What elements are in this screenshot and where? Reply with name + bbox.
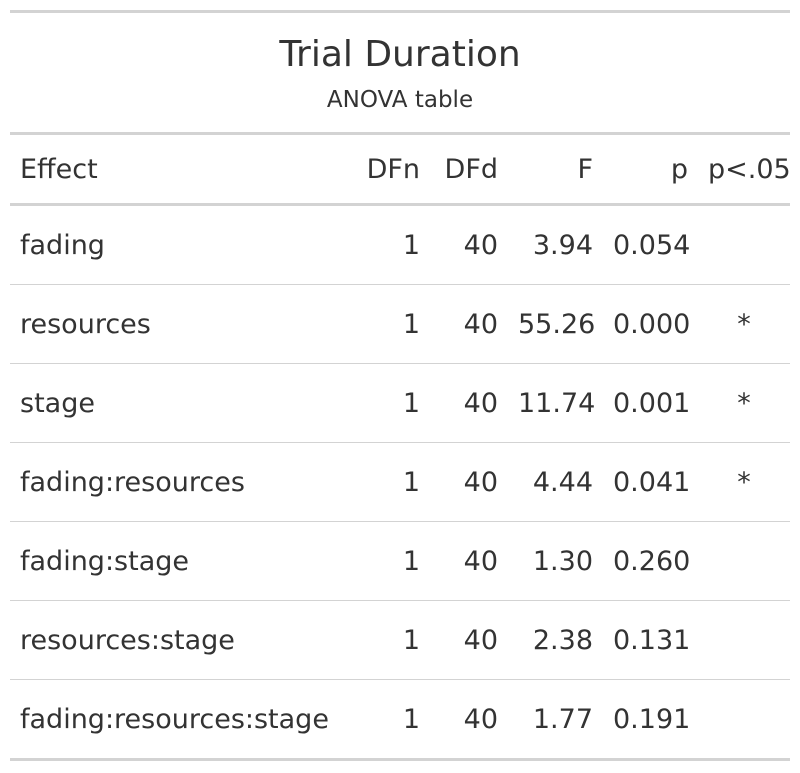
cell-f: 2.38 [508, 600, 603, 680]
table-row: resources:stage 1 40 2.38 0.131 [10, 600, 790, 680]
table-row: fading:stage 1 40 1.30 0.260 [10, 521, 790, 601]
cell-significance [698, 521, 790, 601]
cell-f: 11.74 [508, 363, 603, 443]
table-row: fading:resources 1 40 4.44 0.041 * [10, 442, 790, 522]
cell-dfd: 40 [430, 284, 508, 364]
cell-dfd: 40 [463, 703, 498, 735]
cell-effect: fading:resources [10, 442, 340, 522]
column-header-p: p [603, 133, 698, 206]
cell-f: 1.77 [532, 703, 593, 735]
table-header-row: Effect DFn DFd F p p<.05 [10, 133, 791, 206]
cell-dfd: 40 [430, 521, 508, 601]
cell-p: 0.054 [603, 204, 698, 285]
cell-p: 0.131 [603, 600, 698, 680]
anova-table-container: Trial Duration ANOVA table Effect DFn DF… [10, 10, 791, 761]
cell-p: 0.000 [603, 284, 698, 364]
anova-table: Effect DFn DFd F p p<.05 fading 1 40 3.9… [10, 132, 791, 761]
cell-effect: fading:resources:stage [20, 703, 329, 735]
cell-significance [698, 204, 790, 285]
cell-effect: stage [10, 363, 340, 443]
cell-dfn: 1 [340, 363, 430, 443]
cell-significance: * [698, 363, 790, 443]
cell-significance: * [698, 442, 790, 522]
table-row: fading 1 40 3.94 0.054 [10, 204, 790, 285]
column-header-significance: p<.05 [698, 133, 791, 206]
cell-f: 3.94 [508, 204, 603, 285]
cell-effect: fading:stage [10, 521, 340, 601]
cell-p: 0.041 [603, 442, 698, 522]
column-header-effect: Effect [10, 133, 340, 206]
column-header-dfn: DFn [340, 133, 430, 206]
table-title: Trial Duration [279, 34, 521, 75]
table-row: stage 1 40 11.74 0.001 * [10, 363, 790, 443]
cell-dfn: 1 [340, 521, 430, 601]
cell-dfn: 1 [340, 600, 430, 680]
cell-significance [698, 600, 790, 680]
cell-f: 4.44 [508, 442, 603, 522]
cell-dfn: 1 [402, 703, 420, 735]
cell-p: 0.260 [603, 521, 698, 601]
cell-effect: resources:stage [10, 600, 340, 680]
cell-significance: * [698, 284, 790, 364]
column-header-f: F [508, 133, 603, 206]
cell-dfn: 1 [340, 442, 430, 522]
cell-significance [698, 680, 790, 760]
cell-p: 0.191 [613, 703, 691, 735]
cell-dfd: 40 [430, 204, 508, 285]
table-row: resources 1 40 55.26 0.000 * [10, 284, 790, 364]
column-header-dfd: DFd [430, 133, 508, 206]
table-row: fading:resources:stage 1 40 1.77 0.191 [10, 680, 790, 760]
cell-dfd: 40 [430, 600, 508, 680]
cell-f: 1.30 [508, 521, 603, 601]
cell-effect: resources [10, 284, 340, 364]
cell-p: 0.001 [603, 363, 698, 443]
cell-dfn: 1 [340, 284, 430, 364]
cell-dfd: 40 [430, 442, 508, 522]
cell-f: 55.26 [508, 284, 603, 364]
cell-dfd: 40 [430, 363, 508, 443]
table-subtitle: ANOVA table [326, 87, 474, 113]
cell-effect: fading [10, 204, 340, 285]
cell-dfn: 1 [340, 204, 430, 285]
